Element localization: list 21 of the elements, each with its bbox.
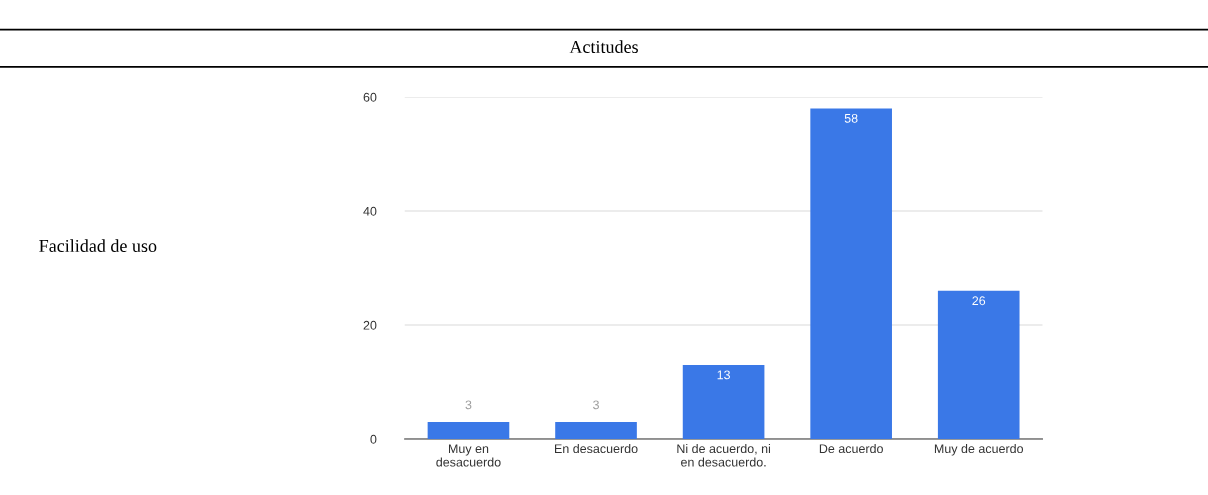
y-tick-label: 0 — [370, 434, 377, 444]
chart-title: Actitudes — [569, 40, 638, 54]
data-label: 3 — [465, 400, 472, 410]
data-label: 3 — [593, 400, 599, 410]
x-tick-label: De acuerdo — [819, 443, 883, 454]
y-tick-label: 60 — [363, 92, 377, 102]
bar — [810, 108, 892, 440]
data-label: 58 — [844, 113, 858, 123]
data-label: 13 — [717, 370, 730, 380]
bar — [555, 421, 637, 440]
x-tick-label: En desacuerdo — [555, 443, 638, 454]
data-label: 26 — [972, 296, 986, 306]
y-tick-label: 20 — [363, 320, 377, 330]
x-tick-label: Muy de acuerdo — [934, 443, 1024, 456]
x-tick-label: Ni de acuerdo, ni en desacuerdo. — [677, 443, 770, 467]
bar — [937, 290, 1020, 440]
x-tick-label: Muy en desacuerdo — [436, 444, 501, 467]
bar — [682, 364, 765, 440]
bar — [427, 421, 510, 440]
y-tick-label: 40 — [363, 206, 377, 216]
text: Facilidad de uso — [39, 239, 157, 253]
